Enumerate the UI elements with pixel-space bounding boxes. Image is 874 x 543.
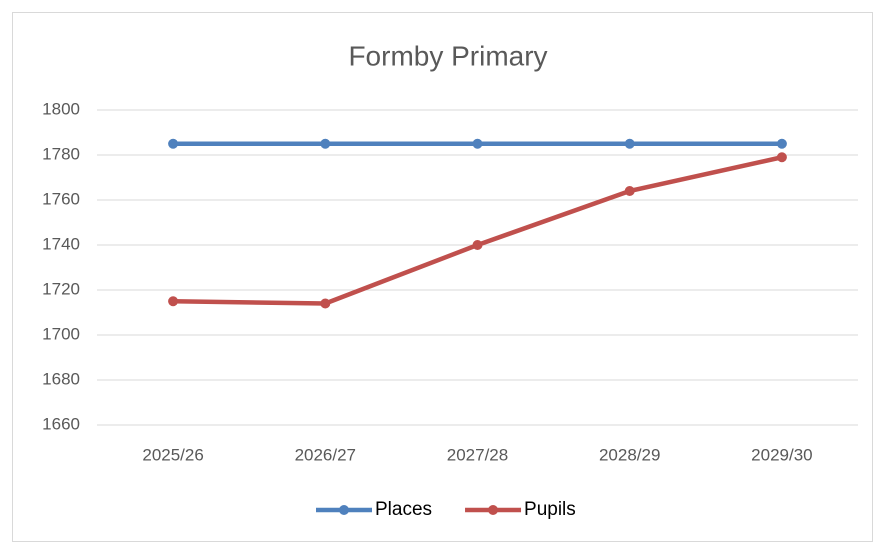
series-marker [472,240,483,250]
series-marker [624,186,635,196]
x-tick-label: 2027/28 [447,445,508,464]
chart-title: Formby Primary [348,40,547,71]
y-tick-label: 1700 [42,324,80,343]
series-marker [776,138,787,149]
y-tick-label: 1720 [42,279,80,298]
series-marker [320,138,331,149]
legend-marker [339,505,349,515]
x-tick-label: 2026/27 [295,445,356,464]
x-tick-label: 2028/29 [599,445,660,464]
series-marker [472,138,483,149]
legend-marker [488,505,499,515]
series-marker [168,296,179,307]
y-tick-label: 1760 [42,189,80,208]
x-tick-label: 2029/30 [751,445,812,464]
series-marker [624,138,635,149]
x-tick-label: 2025/26 [142,445,203,464]
y-tick-label: 1680 [42,369,80,388]
y-tick-label: 1660 [42,414,80,433]
y-tick-label: 1800 [42,99,80,118]
legend-label: Places [375,499,432,520]
series-marker [776,152,787,163]
y-tick-label: 1780 [42,144,80,163]
chart-border [12,12,873,542]
series-marker [320,298,331,309]
y-tick-label: 1740 [42,234,80,253]
series-marker [168,138,179,149]
legend-label: Pupils [524,499,576,520]
